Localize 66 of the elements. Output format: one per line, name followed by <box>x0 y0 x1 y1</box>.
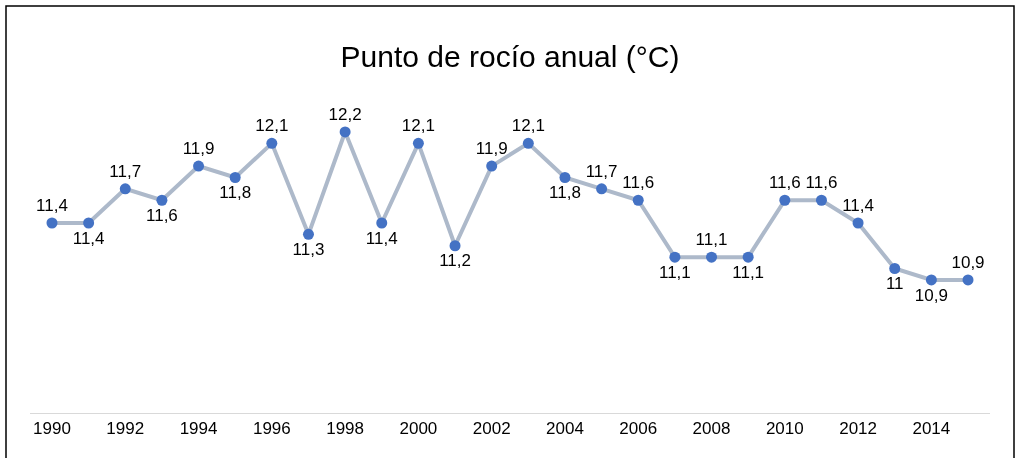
point <box>706 251 718 263</box>
point <box>962 274 974 286</box>
data-label: 11,4 <box>365 228 398 248</box>
data-label: 12,1 <box>511 116 545 136</box>
point <box>193 160 205 172</box>
point <box>486 160 498 172</box>
data-label: 11,6 <box>622 173 655 193</box>
point <box>83 217 95 229</box>
point <box>339 126 351 138</box>
x-tick-label: 2002 <box>472 419 511 439</box>
data-label: 11,6 <box>805 173 838 193</box>
x-tick-label: 2014 <box>912 419 951 439</box>
point <box>889 263 901 275</box>
data-label: 10,9 <box>914 285 948 305</box>
data-label: 11,1 <box>732 262 765 282</box>
point <box>596 183 608 195</box>
x-tick-label: 2000 <box>399 419 438 439</box>
point <box>266 137 278 149</box>
data-label: 11,1 <box>695 230 728 250</box>
x-tick-label: 1996 <box>252 419 291 439</box>
point <box>852 217 864 229</box>
x-tick-label: 2008 <box>692 419 731 439</box>
point <box>229 171 241 183</box>
data-label: 11,7 <box>585 161 618 181</box>
point <box>449 240 461 252</box>
data-label: 11,8 <box>549 183 581 203</box>
data-label: 12,2 <box>328 104 362 124</box>
data-label: 10,9 <box>951 252 985 272</box>
data-label: 11,3 <box>292 239 325 259</box>
point <box>522 137 534 149</box>
point <box>412 137 424 149</box>
data-label: 11,1 <box>658 262 691 282</box>
x-tick-label: 1998 <box>326 419 365 439</box>
point <box>779 194 791 206</box>
data-label: 11,9 <box>182 138 215 158</box>
point <box>376 217 388 229</box>
point <box>742 251 754 263</box>
point <box>632 194 644 206</box>
point <box>119 183 131 195</box>
data-label: 11,4 <box>842 195 874 215</box>
data-label: 11,9 <box>475 138 508 158</box>
point <box>925 274 937 286</box>
x-tick-label: 2010 <box>765 419 804 439</box>
data-label: 11,6 <box>768 173 801 193</box>
point <box>156 194 168 206</box>
point <box>302 228 314 240</box>
x-tick-label: 2006 <box>619 419 658 439</box>
x-tick-label: 1990 <box>33 419 71 439</box>
point <box>669 251 681 263</box>
data-label: 11,2 <box>439 251 471 271</box>
data-label: 11,4 <box>36 195 68 215</box>
x-tick-label: 1992 <box>106 419 145 439</box>
point <box>46 217 58 229</box>
x-tick-label: 1994 <box>179 419 218 439</box>
data-label: 11,7 <box>109 161 142 181</box>
data-label: 11 <box>885 274 904 294</box>
data-label: 11,8 <box>219 183 252 203</box>
chart-title: Punto de rocío anual (°C) <box>340 39 680 73</box>
data-label: 12,1 <box>255 116 289 136</box>
point <box>559 171 571 183</box>
data-label: 12,1 <box>401 116 435 136</box>
data-label: 11,4 <box>72 228 105 248</box>
data-label: 11,6 <box>146 205 178 225</box>
point <box>815 194 827 206</box>
x-tick-label: 2004 <box>546 419 584 439</box>
x-tick-label: 2012 <box>839 419 877 439</box>
